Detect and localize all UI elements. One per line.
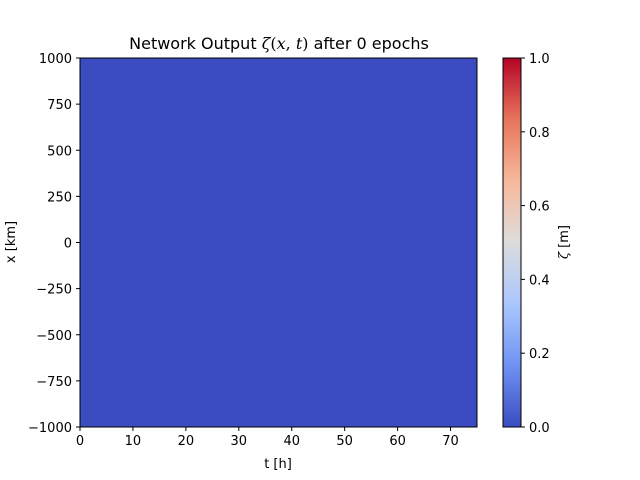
y-tick-label: 0 — [64, 237, 72, 252]
x-tick-label: 20 — [178, 434, 195, 449]
x-axis-ticks: 0 10 20 30 40 50 60 70 — [76, 427, 459, 449]
x-tick-label: 70 — [442, 434, 459, 449]
x-axis-label: t [h] — [264, 457, 292, 472]
colorbar-tick-label: 0.2 — [529, 347, 550, 362]
y-axis-ticks: −1000 −750 −500 −250 0 250 500 750 1000 — [28, 52, 80, 436]
y-tick-label: −250 — [36, 283, 72, 298]
y-tick-label: 1000 — [39, 52, 72, 67]
colorbar-tick-label: 0.8 — [529, 126, 550, 141]
colorbar-label: ζ [m] — [557, 225, 572, 259]
x-tick-label: 30 — [231, 434, 248, 449]
x-tick-label: 40 — [283, 434, 300, 449]
y-tick-label: 250 — [47, 190, 72, 205]
colorbar-tick-label: 0.0 — [529, 421, 550, 436]
colorbar — [502, 57, 522, 428]
y-tick-label: 750 — [47, 98, 72, 113]
y-tick-label: −750 — [36, 375, 72, 390]
y-axis-label: x [km] — [4, 221, 19, 263]
y-tick-label: 500 — [47, 144, 72, 159]
y-tick-label: −500 — [36, 329, 72, 344]
colorbar-tick-label: 0.4 — [529, 273, 550, 288]
x-tick-label: 0 — [76, 434, 84, 449]
y-tick-label: −1000 — [28, 421, 72, 436]
chart-title: Network Output ζ(x, t) after 0 epochs — [129, 34, 429, 53]
heatmap-field — [80, 58, 477, 427]
colorbar-ticks: 0.0 0.2 0.4 0.6 0.8 1.0 — [521, 52, 550, 436]
x-tick-label: 10 — [125, 434, 142, 449]
x-tick-label: 60 — [389, 434, 406, 449]
colorbar-tick-label: 0.6 — [529, 200, 550, 215]
colorbar-tick-label: 1.0 — [529, 52, 550, 67]
x-tick-label: 50 — [336, 434, 353, 449]
